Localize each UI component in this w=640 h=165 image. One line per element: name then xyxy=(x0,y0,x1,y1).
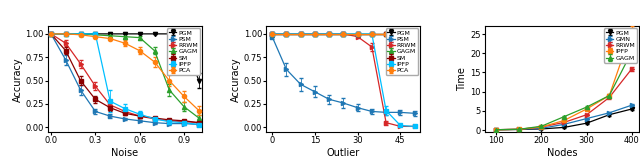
Y-axis label: Accuracy: Accuracy xyxy=(231,57,241,101)
Legend: PGM, GMN, RRWM, IPFP, GAGM: PGM, GMN, RRWM, IPFP, GAGM xyxy=(604,28,637,63)
Y-axis label: Accuracy: Accuracy xyxy=(13,57,22,101)
Legend: PGM, PSM, RRWM, GAGM, SM, IPFP, PCA: PGM, PSM, RRWM, GAGM, SM, IPFP, PCA xyxy=(385,28,419,75)
X-axis label: Nodes: Nodes xyxy=(547,148,577,158)
X-axis label: Outlier: Outlier xyxy=(327,148,360,158)
Y-axis label: Time: Time xyxy=(458,67,467,91)
Legend: PGM, PSM, RRWM, GAGM, SM, IPFP, PCA: PGM, PSM, RRWM, GAGM, SM, IPFP, PCA xyxy=(167,28,200,75)
X-axis label: Noise: Noise xyxy=(111,148,138,158)
